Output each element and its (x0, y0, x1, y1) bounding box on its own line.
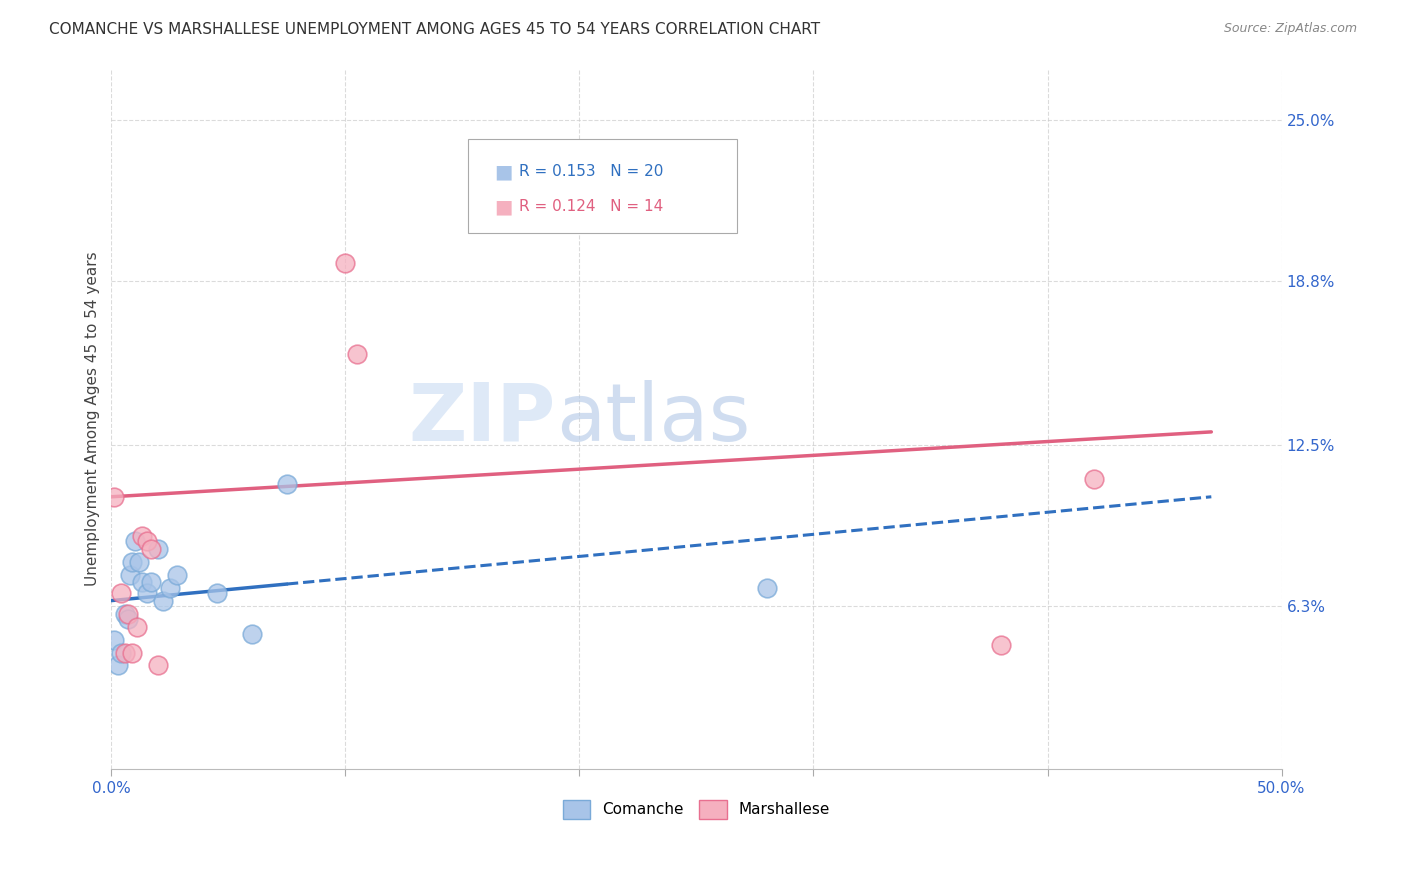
Point (114, 646, 136, 660)
Point (335, 256, 357, 270)
Point (114, 607, 136, 621)
Point (141, 575, 163, 590)
Point (127, 619, 149, 633)
Legend: Comanche, Marshallese: Comanche, Marshallese (557, 794, 837, 825)
Point (141, 541, 163, 556)
Point (755, 581, 778, 595)
Point (148, 658, 170, 673)
Point (1083, 472, 1105, 486)
Point (166, 567, 188, 582)
Point (103, 490, 125, 504)
Point (128, 555, 150, 569)
Point (110, 646, 132, 660)
Text: ■: ■ (494, 197, 512, 216)
Point (990, 638, 1012, 652)
Point (131, 529, 153, 543)
Point (107, 658, 129, 673)
Point (131, 575, 153, 590)
Point (276, 476, 298, 491)
Text: ZIP: ZIP (409, 380, 555, 458)
Point (117, 607, 139, 621)
Text: ■: ■ (494, 162, 512, 181)
Point (121, 646, 143, 660)
Text: R = 0.153   N = 20: R = 0.153 N = 20 (519, 164, 664, 179)
Point (117, 612, 139, 626)
Text: R = 0.124   N = 14: R = 0.124 N = 14 (519, 199, 662, 214)
Point (346, 347, 368, 361)
Point (121, 555, 143, 569)
Text: atlas: atlas (555, 380, 751, 458)
Point (152, 593, 174, 607)
Point (110, 586, 132, 600)
Text: COMANCHE VS MARSHALLESE UNEMPLOYMENT AMONG AGES 45 TO 54 YEARS CORRELATION CHART: COMANCHE VS MARSHALLESE UNEMPLOYMENT AMO… (49, 22, 820, 37)
Point (103, 632, 125, 647)
Point (148, 541, 170, 556)
Point (159, 581, 181, 595)
Text: Source: ZipAtlas.com: Source: ZipAtlas.com (1223, 22, 1357, 36)
FancyBboxPatch shape (468, 138, 737, 233)
Point (124, 533, 146, 548)
Point (240, 627, 263, 641)
Point (135, 533, 157, 548)
Point (120, 567, 142, 582)
Y-axis label: Unemployment Among Ages 45 to 54 years: Unemployment Among Ages 45 to 54 years (86, 252, 100, 586)
Point (205, 586, 228, 600)
Point (135, 586, 157, 600)
